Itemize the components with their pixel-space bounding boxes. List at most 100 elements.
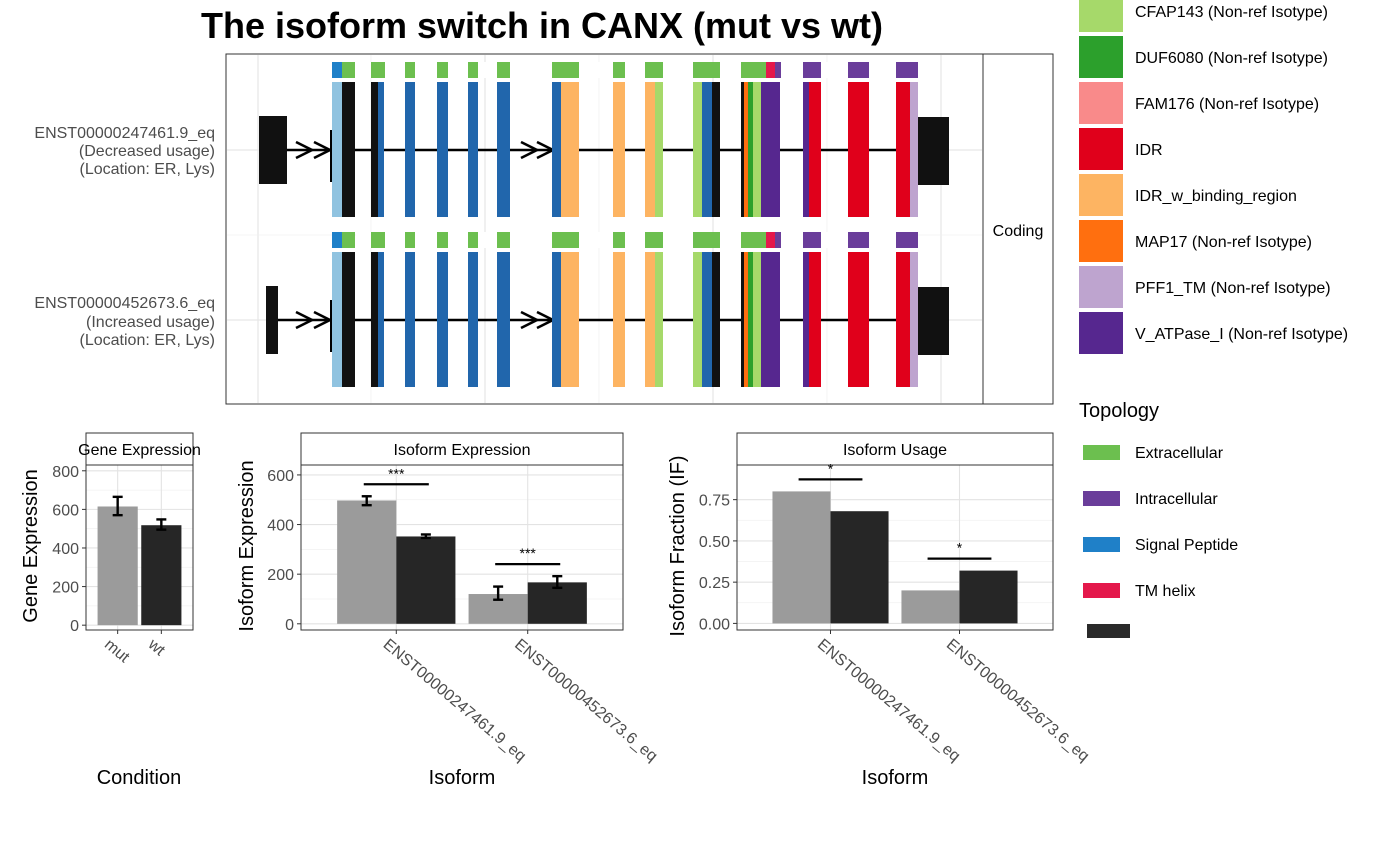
y-tick-label: 0.75 — [699, 493, 730, 510]
legend-domain-label: FAM176 (Non-ref Isotype) — [1135, 96, 1319, 113]
bar — [337, 500, 397, 624]
legend-topology-label: Extracellular — [1135, 445, 1224, 462]
topology-gap — [821, 62, 848, 78]
x-tick-label: ENST00000452673.6_eq — [511, 636, 660, 765]
isoform-expression-ylabel: Isoform Expression — [236, 460, 258, 631]
exon-block — [468, 252, 478, 387]
topology-segment — [497, 62, 510, 78]
bar — [396, 536, 456, 624]
exon-block — [744, 82, 748, 217]
topology-segment — [803, 62, 821, 78]
exon-block — [848, 82, 869, 217]
exon-block — [748, 252, 753, 387]
exon-block — [371, 82, 378, 217]
facet-label-coding: Coding — [993, 223, 1044, 240]
exon-block — [497, 252, 510, 387]
topology-gap — [415, 62, 437, 78]
legend-domain-label: IDR_w_binding_region — [1135, 188, 1297, 205]
x-tick-label: ENST00000452673.6_eq — [943, 636, 1092, 765]
y-tick-label: 400 — [267, 518, 294, 535]
topology-gap — [579, 62, 613, 78]
exon-block — [702, 252, 712, 387]
isoform-usage-ylabel: Isoform Fraction (IF) — [667, 455, 689, 636]
x-tick-label: wt — [144, 635, 168, 659]
exon-block — [342, 82, 355, 217]
chart-title: The isoform switch in CANX (mut vs wt) — [201, 5, 883, 46]
exon-block — [761, 82, 780, 217]
legend-topology-swatch — [1083, 445, 1120, 460]
topology-segment — [613, 232, 625, 248]
gene-expression-ylabel: Gene Expression — [20, 469, 42, 622]
y-tick-label: 0 — [285, 617, 294, 634]
y-tick-label: 400 — [52, 541, 79, 558]
topology-segment — [342, 232, 355, 248]
x-tick-label: ENST00000247461.9_eq — [380, 636, 529, 765]
exon-block — [712, 252, 720, 387]
exon-block — [753, 82, 761, 217]
topology-segment — [896, 62, 918, 78]
exon-block — [809, 82, 821, 217]
exon-block — [552, 252, 561, 387]
topology-gap — [415, 232, 437, 248]
exon-block — [371, 252, 378, 387]
plot-border — [736, 464, 1054, 631]
topology-gap — [663, 62, 693, 78]
legend-domain-swatch — [1079, 312, 1123, 354]
isoform-2-location: (Location: ER, Lys) — [80, 332, 215, 349]
legend-domain-swatch — [1079, 0, 1123, 32]
topology-segment — [332, 232, 342, 248]
legend-topology-swatch — [1087, 624, 1130, 638]
exon-block — [645, 252, 655, 387]
topology-segment — [741, 232, 766, 248]
legend-domain-swatch — [1079, 174, 1123, 216]
x-tick-label: mut — [101, 636, 133, 667]
isoform-expression-xlabel: Isoform — [429, 767, 496, 789]
direction-chevron — [313, 310, 333, 330]
y-tick-label: 200 — [52, 580, 79, 597]
topology-segment — [405, 232, 415, 248]
topology-gap — [478, 62, 497, 78]
legend-topology-label: Intracellular — [1135, 491, 1218, 508]
topology-segment — [342, 62, 355, 78]
topology-segment — [613, 62, 625, 78]
topology-gap — [869, 62, 896, 78]
plot-border — [300, 464, 624, 631]
topology-segment — [371, 62, 386, 78]
topology-segment — [437, 232, 448, 248]
topology-segment — [848, 62, 869, 78]
exon-block — [809, 252, 821, 387]
exon-block — [848, 252, 869, 387]
legend-domains: CFAP143 (Non-ref Isotype) DUF6080 (Non-re… — [1079, 0, 1348, 354]
topology-segment — [552, 62, 579, 78]
legend-topology-swatch — [1083, 537, 1120, 552]
gene-expression-xlabel: Condition — [97, 767, 182, 789]
legend-domain-label: PFF1_TM (Non-ref Isotype) — [1135, 280, 1331, 297]
direction-chevron — [295, 310, 315, 330]
topology-gap — [356, 62, 371, 78]
y-tick-label: 200 — [267, 567, 294, 584]
isoform-usage-xlabel: Isoform — [862, 767, 929, 789]
topology-segment — [766, 62, 775, 78]
exon-block — [613, 82, 625, 217]
bar — [901, 590, 960, 624]
exon-block — [655, 82, 663, 217]
exon-block — [896, 252, 910, 387]
topology-gap — [781, 62, 803, 78]
utr-start-block — [266, 286, 278, 354]
isoform-1-location: (Location: ER, Lys) — [80, 161, 215, 178]
utr-end-block — [918, 117, 949, 185]
legend-topology: Extracellular Intracellular Signal Peptide… — [1083, 445, 1238, 638]
topology-gap — [625, 62, 645, 78]
exon-block — [693, 82, 702, 217]
utr-end-block — [918, 287, 949, 355]
topology-gap — [720, 62, 741, 78]
topology-segment — [775, 232, 781, 248]
exon-block — [332, 82, 342, 217]
exon-block — [702, 82, 712, 217]
bar — [141, 525, 182, 626]
exon-block — [405, 252, 415, 387]
topology-segment — [552, 232, 579, 248]
exon-block — [468, 82, 478, 217]
legend-topology-swatch — [1083, 491, 1120, 506]
facet-strip-coding — [982, 53, 1054, 405]
